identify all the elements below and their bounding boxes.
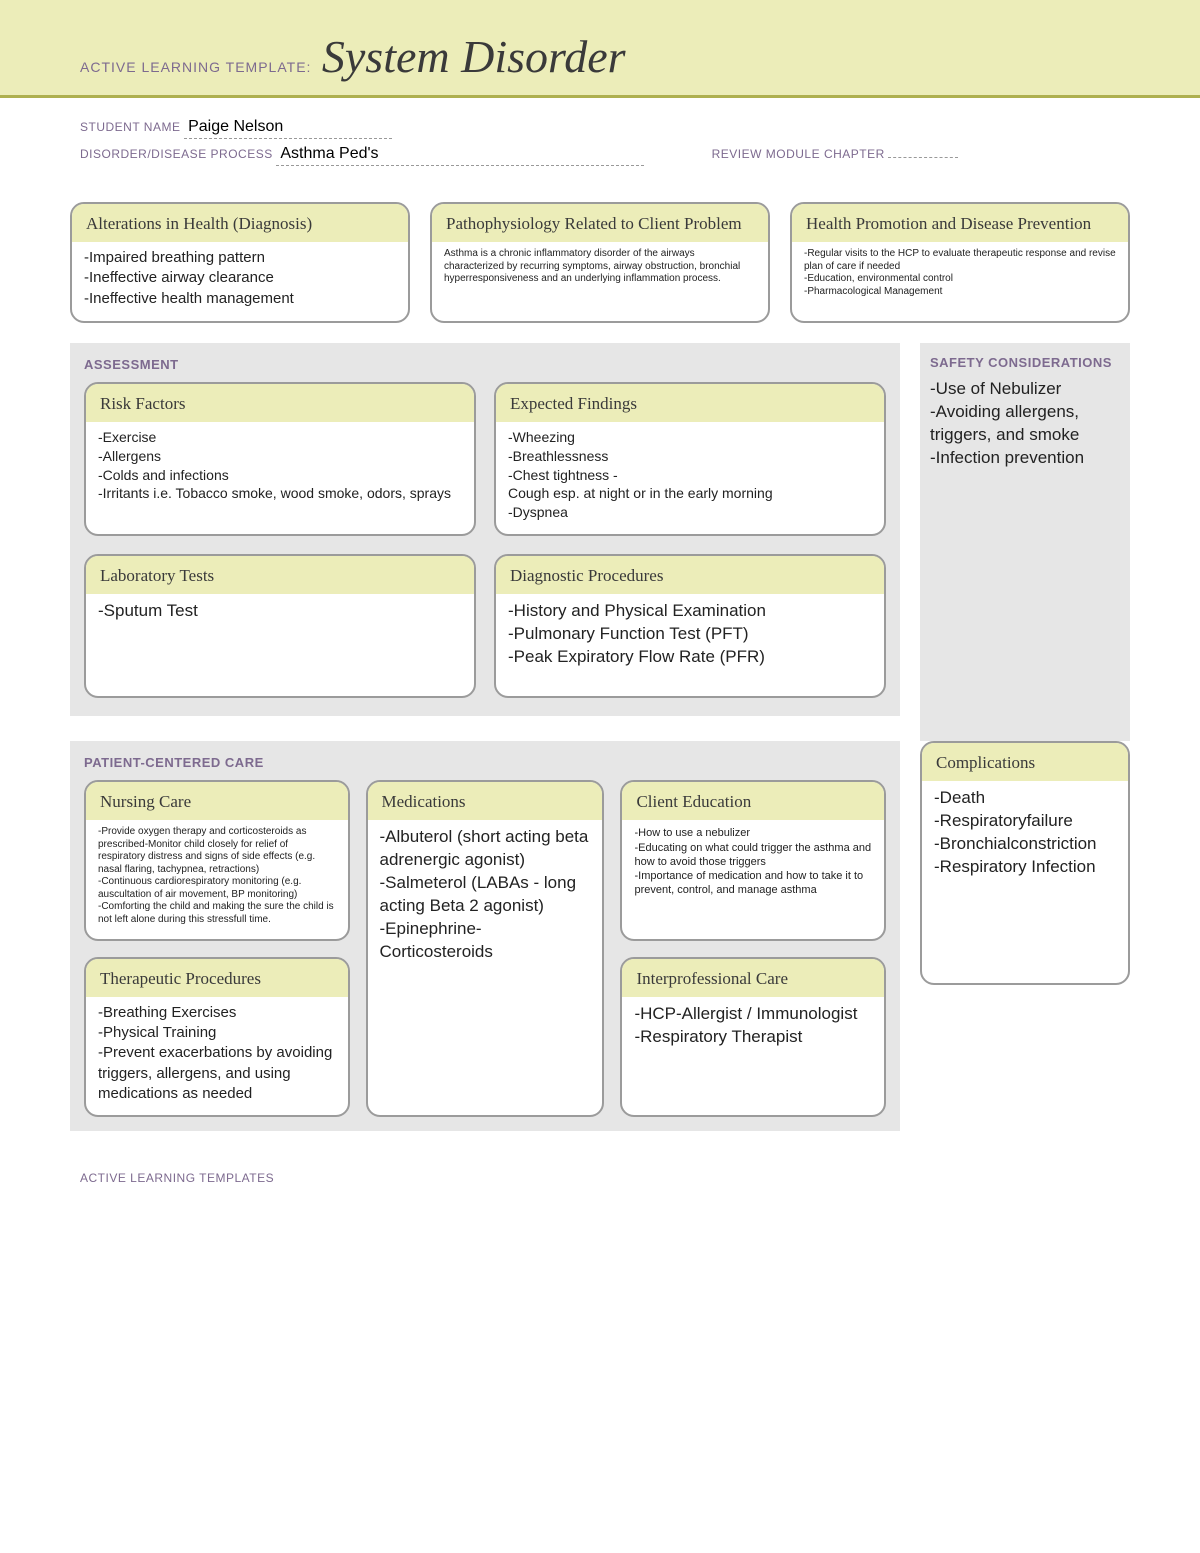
promo-card: Health Promotion and Disease Prevention … bbox=[790, 202, 1130, 323]
diag-card: Diagnostic Procedures -History and Physi… bbox=[494, 554, 886, 698]
pcc-grid: Nursing Care -Provide oxygen therapy and… bbox=[84, 780, 886, 1117]
findings-body: -Wheezing -Breathlessness -Chest tightne… bbox=[496, 422, 884, 534]
risk-title: Risk Factors bbox=[86, 384, 474, 422]
alterations-card: Alterations in Health (Diagnosis) -Impai… bbox=[70, 202, 410, 323]
labs-body: -Sputum Test bbox=[86, 594, 474, 635]
meds-title: Medications bbox=[368, 782, 603, 820]
nursing-card: Nursing Care -Provide oxygen therapy and… bbox=[84, 780, 350, 941]
promo-title: Health Promotion and Disease Prevention bbox=[792, 204, 1128, 242]
safety-card: SAFETY CONSIDERATIONS -Use of Nebulizer … bbox=[920, 343, 1130, 741]
diag-title: Diagnostic Procedures bbox=[496, 556, 884, 594]
education-card: Client Education -How to use a nebulizer… bbox=[620, 780, 886, 941]
pcc-block: PATIENT-CENTERED CARE Nursing Care -Prov… bbox=[70, 741, 900, 1131]
promo-body: -Regular visits to the HCP to evaluate t… bbox=[792, 242, 1128, 310]
footer: ACTIVE LEARNING TEMPLATES bbox=[0, 1131, 1200, 1205]
safety-label: SAFETY CONSIDERATIONS bbox=[930, 355, 1120, 370]
patho-card: Pathophysiology Related to Client Proble… bbox=[430, 202, 770, 323]
pcc-label: PATIENT-CENTERED CARE bbox=[84, 755, 886, 770]
patho-body: Asthma is a chronic inflammatory disorde… bbox=[432, 242, 768, 298]
findings-card: Expected Findings -Wheezing -Breathlessn… bbox=[494, 382, 886, 536]
pcc-col-1: Nursing Care -Provide oxygen therapy and… bbox=[84, 780, 350, 1117]
content: Alterations in Health (Diagnosis) -Impai… bbox=[0, 182, 1200, 1131]
risk-card: Risk Factors -Exercise -Allergens -Colds… bbox=[84, 382, 476, 536]
pcc-col-2: Medications -Albuterol (short acting bet… bbox=[366, 780, 605, 1117]
meds-body: -Albuterol (short acting beta adrenergic… bbox=[368, 820, 603, 976]
meds-card: Medications -Albuterol (short acting bet… bbox=[366, 780, 605, 1117]
student-label: STUDENT NAME bbox=[80, 120, 180, 134]
labs-title: Laboratory Tests bbox=[86, 556, 474, 594]
meta-student-row: STUDENT NAME Paige Nelson bbox=[80, 118, 1120, 139]
therapeutic-body: -Breathing Exercises -Physical Training … bbox=[86, 997, 348, 1116]
pcc-col-3: Client Education -How to use a nebulizer… bbox=[620, 780, 886, 1117]
complications-col: Complications -Death -Respiratoryfailure… bbox=[920, 741, 1130, 1131]
safety-col: SAFETY CONSIDERATIONS -Use of Nebulizer … bbox=[920, 343, 1130, 741]
alterations-title: Alterations in Health (Diagnosis) bbox=[72, 204, 408, 242]
education-title: Client Education bbox=[622, 782, 884, 820]
therapeutic-title: Therapeutic Procedures bbox=[86, 959, 348, 997]
complications-title: Complications bbox=[922, 743, 1128, 781]
review-value bbox=[888, 157, 958, 158]
therapeutic-card: Therapeutic Procedures -Breathing Exerci… bbox=[84, 957, 350, 1118]
assessment-block: ASSESSMENT Risk Factors -Exercise -Aller… bbox=[70, 343, 900, 716]
assessment-row: ASSESSMENT Risk Factors -Exercise -Aller… bbox=[70, 343, 1130, 741]
review-label: REVIEW MODULE CHAPTER bbox=[712, 147, 885, 161]
student-value: Paige Nelson bbox=[184, 118, 392, 139]
nursing-title: Nursing Care bbox=[86, 782, 348, 820]
top-cards-row: Alterations in Health (Diagnosis) -Impai… bbox=[70, 202, 1130, 323]
education-body: -How to use a nebulizer -Educating on wh… bbox=[622, 820, 884, 909]
header-band: ACTIVE LEARNING TEMPLATE: System Disorde… bbox=[0, 0, 1200, 98]
meta-disorder-row: DISORDER/DISEASE PROCESS Asthma Ped's RE… bbox=[80, 145, 1120, 166]
risk-body: -Exercise -Allergens -Colds and infectio… bbox=[86, 422, 474, 516]
diag-body: -History and Physical Examination -Pulmo… bbox=[496, 594, 884, 681]
complications-card: Complications -Death -Respiratoryfailure… bbox=[920, 741, 1130, 985]
page: ACTIVE LEARNING TEMPLATE: System Disorde… bbox=[0, 0, 1200, 1245]
disorder-value: Asthma Ped's bbox=[276, 145, 644, 166]
alterations-body: -Impaired breathing pattern -Ineffective… bbox=[72, 242, 408, 321]
patho-title: Pathophysiology Related to Client Proble… bbox=[432, 204, 768, 242]
complications-body: -Death -Respiratoryfailure -Bronchialcon… bbox=[922, 781, 1128, 891]
assessment-grid: Risk Factors -Exercise -Allergens -Colds… bbox=[84, 382, 886, 698]
inter-title: Interprofessional Care bbox=[622, 959, 884, 997]
safety-body: -Use of Nebulizer -Avoiding allergens, t… bbox=[930, 378, 1120, 470]
labs-card: Laboratory Tests -Sputum Test bbox=[84, 554, 476, 698]
inter-body: -HCP-Allergist / Immunologist -Respirato… bbox=[622, 997, 884, 1115]
pcc-row: PATIENT-CENTERED CARE Nursing Care -Prov… bbox=[70, 741, 1130, 1131]
header-prefix: ACTIVE LEARNING TEMPLATE: bbox=[80, 59, 311, 75]
findings-title: Expected Findings bbox=[496, 384, 884, 422]
nursing-body: -Provide oxygen therapy and corticostero… bbox=[86, 820, 348, 938]
meta-section: STUDENT NAME Paige Nelson DISORDER/DISEA… bbox=[0, 98, 1200, 182]
disorder-label: DISORDER/DISEASE PROCESS bbox=[80, 147, 273, 161]
inter-card: Interprofessional Care -HCP-Allergist / … bbox=[620, 957, 886, 1118]
assessment-label: ASSESSMENT bbox=[84, 357, 886, 372]
header-title: System Disorder bbox=[322, 31, 626, 82]
